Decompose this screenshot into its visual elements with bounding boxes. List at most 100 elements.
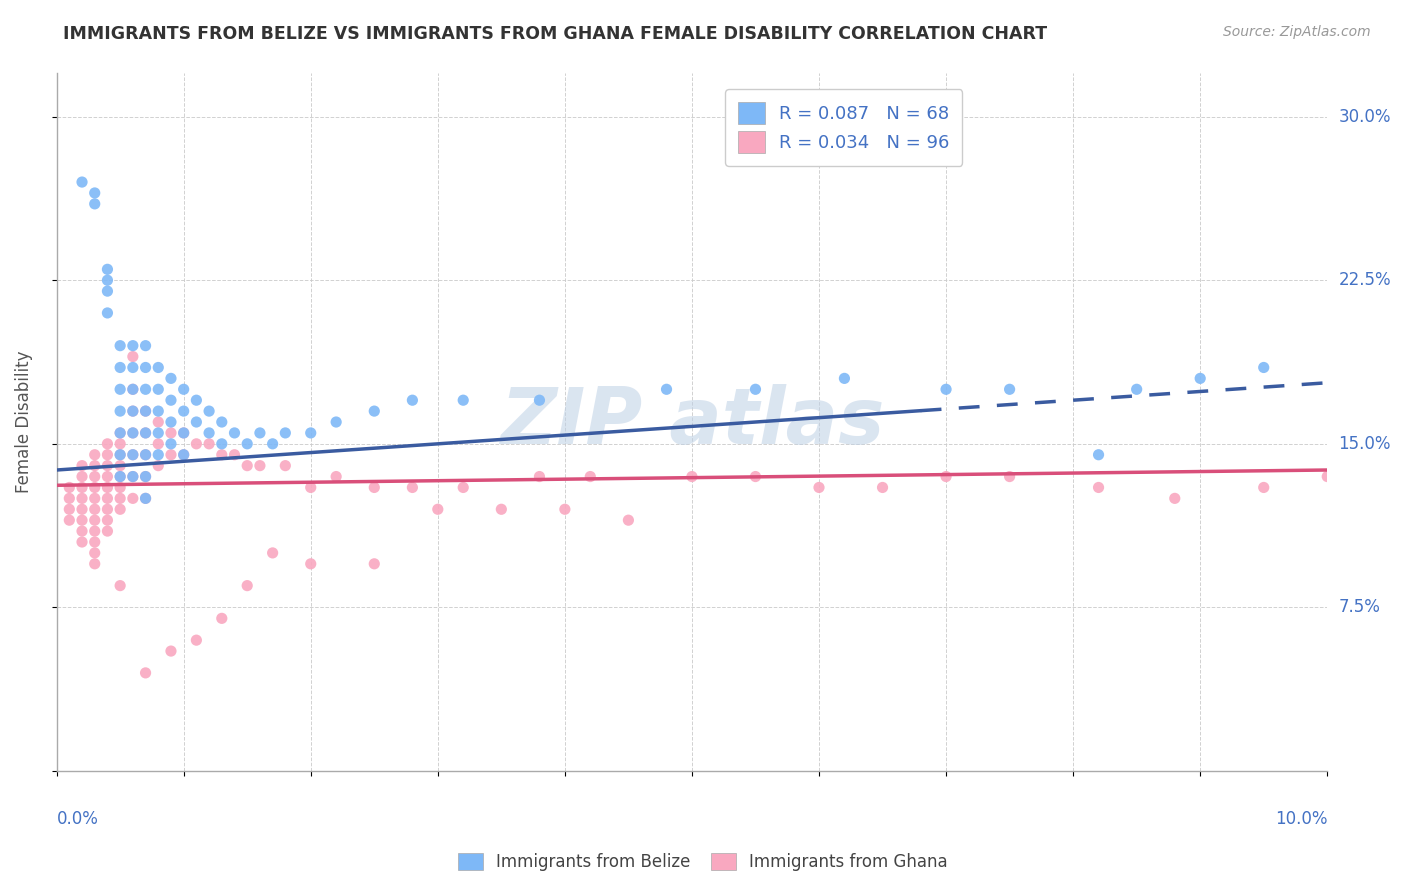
Point xyxy=(998,382,1021,396)
Point xyxy=(108,404,131,418)
Point xyxy=(96,480,118,494)
Point xyxy=(299,425,322,440)
Point xyxy=(70,469,93,483)
Point xyxy=(211,611,233,625)
Text: Source: ZipAtlas.com: Source: ZipAtlas.com xyxy=(1223,25,1371,39)
Point xyxy=(108,360,131,375)
Point xyxy=(108,425,131,440)
Point xyxy=(70,480,93,494)
Point xyxy=(186,415,208,429)
Point xyxy=(108,339,131,353)
Point xyxy=(299,480,322,494)
Text: 22.5%: 22.5% xyxy=(1339,271,1391,289)
Point xyxy=(70,491,93,506)
Point xyxy=(58,491,80,506)
Point xyxy=(121,360,143,375)
Point xyxy=(236,458,259,473)
Text: IMMIGRANTS FROM BELIZE VS IMMIGRANTS FROM GHANA FEMALE DISABILITY CORRELATION CH: IMMIGRANTS FROM BELIZE VS IMMIGRANTS FRO… xyxy=(63,25,1047,43)
Point xyxy=(249,458,271,473)
Point xyxy=(135,382,157,396)
Point xyxy=(70,458,93,473)
Point xyxy=(236,579,259,593)
Point xyxy=(262,437,284,451)
Point xyxy=(198,404,221,418)
Point xyxy=(186,393,208,408)
Point xyxy=(96,491,118,506)
Point xyxy=(160,415,183,429)
Text: 15.0%: 15.0% xyxy=(1339,434,1391,453)
Point xyxy=(274,425,297,440)
Point xyxy=(1164,491,1187,506)
Point xyxy=(121,382,143,396)
Point xyxy=(121,469,143,483)
Text: ZIP atlas: ZIP atlas xyxy=(499,384,884,460)
Point xyxy=(135,448,157,462)
Point xyxy=(121,491,143,506)
Text: 0.0%: 0.0% xyxy=(56,810,98,828)
Point xyxy=(121,425,143,440)
Point xyxy=(529,393,551,408)
Point xyxy=(529,469,551,483)
Point xyxy=(173,425,195,440)
Legend: Immigrants from Belize, Immigrants from Ghana: Immigrants from Belize, Immigrants from … xyxy=(450,845,956,880)
Point xyxy=(108,579,131,593)
Point xyxy=(401,393,423,408)
Point xyxy=(148,437,170,451)
Point xyxy=(744,382,766,396)
Point xyxy=(96,262,118,277)
Point xyxy=(160,448,183,462)
Point xyxy=(173,425,195,440)
Point xyxy=(1087,448,1109,462)
Point xyxy=(121,350,143,364)
Point xyxy=(96,469,118,483)
Point xyxy=(148,415,170,429)
Point xyxy=(135,448,157,462)
Point xyxy=(655,382,678,396)
Point xyxy=(96,284,118,298)
Point xyxy=(70,502,93,516)
Point xyxy=(83,458,105,473)
Point xyxy=(325,469,347,483)
Point xyxy=(160,371,183,385)
Point xyxy=(681,469,703,483)
Point xyxy=(121,448,143,462)
Point xyxy=(617,513,640,527)
Point xyxy=(186,437,208,451)
Point xyxy=(96,437,118,451)
Point xyxy=(249,425,271,440)
Point xyxy=(160,437,183,451)
Point xyxy=(148,404,170,418)
Point xyxy=(83,186,105,200)
Point xyxy=(121,448,143,462)
Point xyxy=(211,437,233,451)
Point xyxy=(186,633,208,648)
Point xyxy=(96,458,118,473)
Point xyxy=(83,197,105,211)
Point xyxy=(173,382,195,396)
Text: 10.0%: 10.0% xyxy=(1275,810,1327,828)
Point xyxy=(808,480,831,494)
Point xyxy=(135,425,157,440)
Point xyxy=(83,448,105,462)
Point xyxy=(491,502,513,516)
Point xyxy=(108,480,131,494)
Point xyxy=(108,469,131,483)
Point xyxy=(148,425,170,440)
Point xyxy=(83,469,105,483)
Point xyxy=(211,448,233,462)
Point xyxy=(1125,382,1147,396)
Point xyxy=(70,175,93,189)
Point xyxy=(83,546,105,560)
Point xyxy=(872,480,894,494)
Point xyxy=(160,393,183,408)
Point xyxy=(274,458,297,473)
Point xyxy=(96,513,118,527)
Point xyxy=(83,491,105,506)
Point xyxy=(58,502,80,516)
Text: 30.0%: 30.0% xyxy=(1339,108,1391,126)
Point xyxy=(363,404,385,418)
Point xyxy=(135,360,157,375)
Point xyxy=(96,306,118,320)
Point xyxy=(70,513,93,527)
Point xyxy=(121,469,143,483)
